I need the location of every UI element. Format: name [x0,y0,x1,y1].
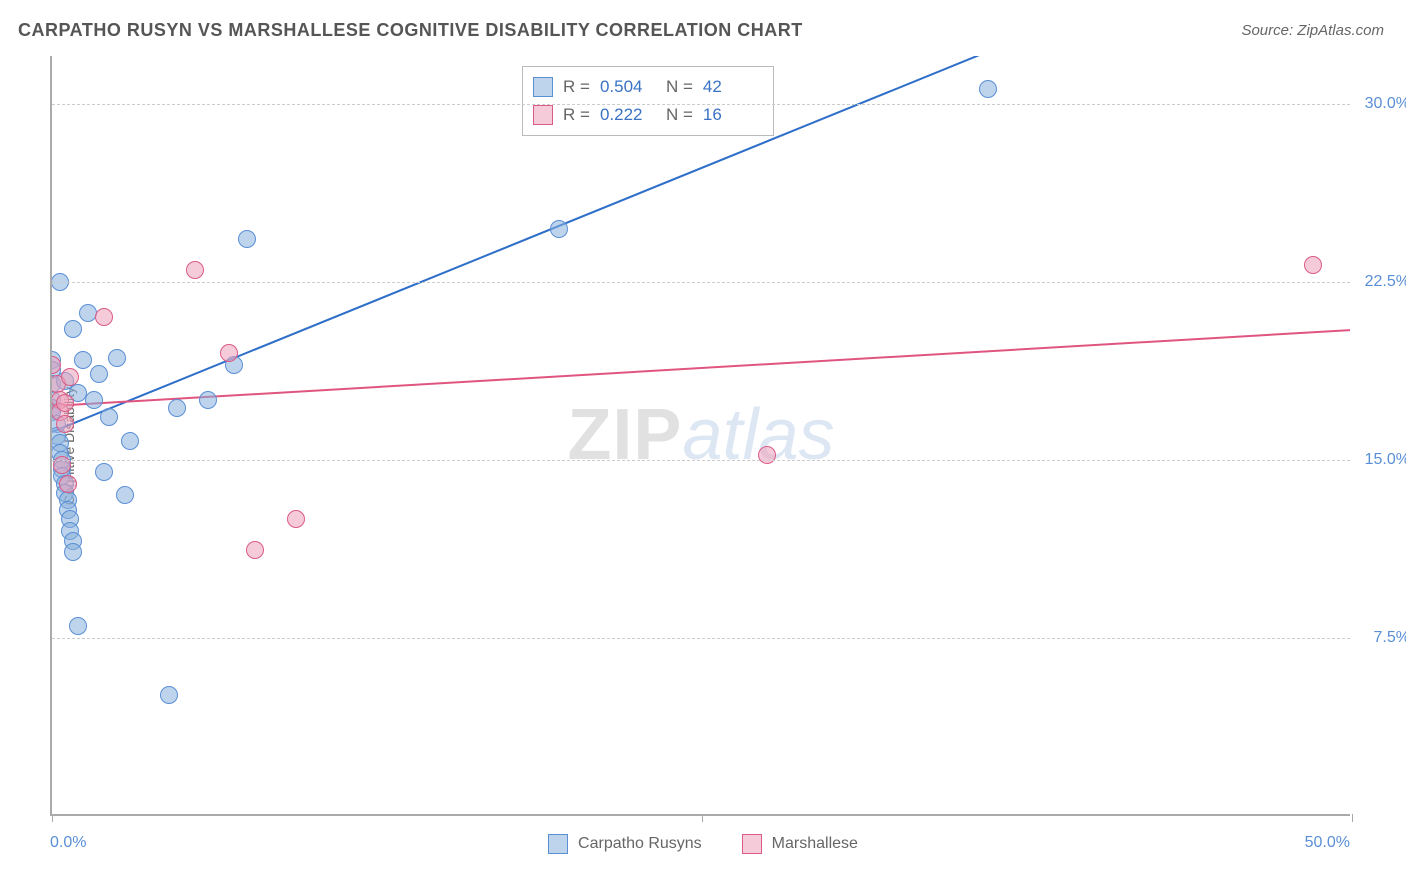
data-point [246,541,264,559]
data-point [108,349,126,367]
data-point [1304,256,1322,274]
data-point [64,320,82,338]
stats-row-0: R = 0.504 N = 42 [533,73,759,101]
data-point [85,391,103,409]
data-point [186,261,204,279]
gridline [52,460,1350,461]
trend-line [52,329,1350,407]
data-point [59,475,77,493]
data-point [56,394,74,412]
data-point [199,391,217,409]
watermark-atlas: atlas [682,395,834,475]
data-point [56,415,74,433]
data-point [121,432,139,450]
stats-swatch-0 [533,77,553,97]
gridline [52,104,1350,105]
data-point [758,446,776,464]
r-label-1: R = [563,101,590,129]
data-point [168,399,186,417]
chart-container: CARPATHO RUSYN VS MARSHALLESE COGNITIVE … [0,0,1406,892]
plot-inner: ZIPatlas [52,56,1350,814]
legend-item-1: Marshallese [742,834,858,854]
n-value-0: 42 [703,73,759,101]
n-label-0: N = [666,73,693,101]
data-point [90,365,108,383]
data-point [61,368,79,386]
y-tick-label: 15.0% [1365,451,1406,469]
legend-label-0: Carpatho Rusyns [578,835,702,853]
data-point [74,351,92,369]
n-value-1: 16 [703,101,759,129]
r-label-0: R = [563,73,590,101]
gridline [52,638,1350,639]
data-point [220,344,238,362]
legend-swatch-1 [742,834,762,854]
data-point [95,463,113,481]
data-point [64,543,82,561]
plot-area: ZIPatlas R = 0.504 N = 42 R = 0.222 N = … [50,56,1350,816]
stats-box: R = 0.504 N = 42 R = 0.222 N = 16 [522,66,774,136]
x-tick [1352,814,1353,822]
data-point [53,456,71,474]
x-tick [52,814,53,822]
data-point [95,308,113,326]
stats-swatch-1 [533,105,553,125]
legend-swatch-0 [548,834,568,854]
data-point [550,220,568,238]
y-tick-label: 30.0% [1365,95,1406,113]
data-point [116,486,134,504]
watermark-zip: ZIP [567,395,682,475]
bottom-legend: Carpatho Rusyns Marshallese [0,834,1406,854]
data-point [69,617,87,635]
legend-item-0: Carpatho Rusyns [548,834,702,854]
data-point [100,408,118,426]
data-point [160,686,178,704]
y-tick-label: 7.5% [1374,629,1406,647]
x-tick [702,814,703,822]
stats-row-1: R = 0.222 N = 16 [533,101,759,129]
y-tick-label: 22.5% [1365,273,1406,291]
watermark: ZIPatlas [567,394,834,476]
r-value-0: 0.504 [600,73,656,101]
n-label-1: N = [666,101,693,129]
gridline [52,282,1350,283]
data-point [238,230,256,248]
legend-label-1: Marshallese [772,835,858,853]
data-point [287,510,305,528]
source-label: Source: ZipAtlas.com [1241,22,1384,39]
chart-title: CARPATHO RUSYN VS MARSHALLESE COGNITIVE … [18,20,803,41]
r-value-1: 0.222 [600,101,656,129]
data-point [979,80,997,98]
